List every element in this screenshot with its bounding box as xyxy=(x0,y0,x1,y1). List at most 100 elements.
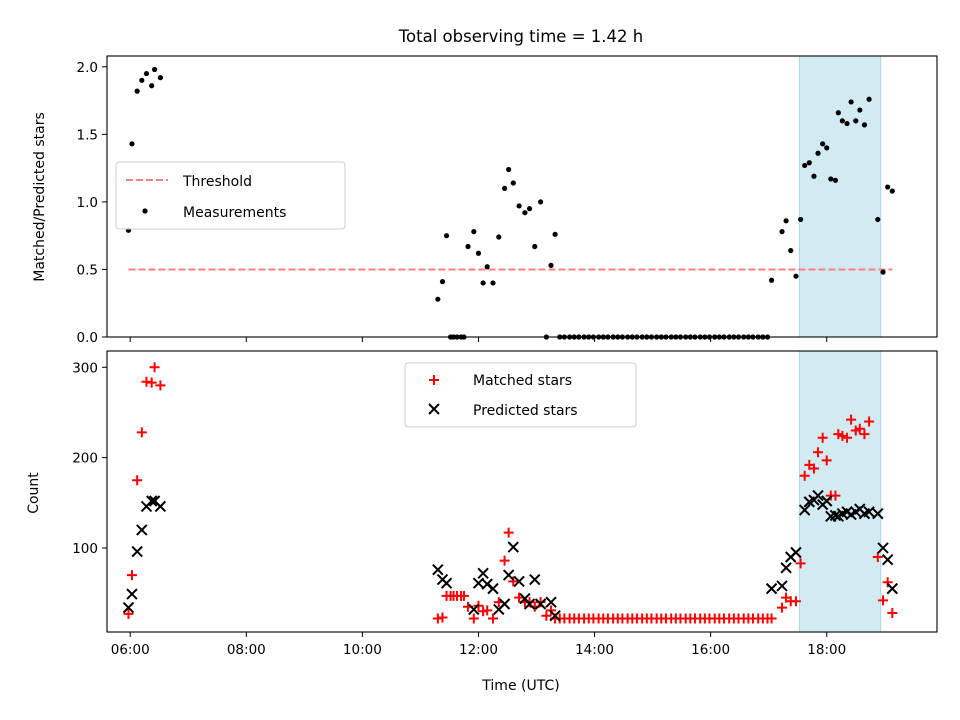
matched-star-point xyxy=(514,592,525,603)
legend-predicted-label: Predicted stars xyxy=(473,403,578,419)
matched-star-point xyxy=(503,527,514,538)
measurement-point xyxy=(149,83,155,89)
y-tick-label: 300 xyxy=(72,360,98,376)
measurement-point xyxy=(510,180,516,186)
measurement-point xyxy=(465,243,471,250)
legend-threshold-label: Threshold xyxy=(182,174,252,190)
matched-star-point xyxy=(126,570,137,581)
y-tick-label: 1.0 xyxy=(77,195,98,211)
matched-star-point xyxy=(766,613,777,624)
measurement-point xyxy=(788,247,794,254)
predicted-star-point xyxy=(432,563,444,576)
predicted-star-point xyxy=(798,504,811,516)
x-tick-label: 18:00 xyxy=(807,642,846,658)
legend-matched-swatch xyxy=(429,375,439,385)
measurement-point xyxy=(811,173,817,179)
plot-frame xyxy=(106,350,938,633)
x-tick-label: 12:00 xyxy=(459,642,498,658)
measurement-point xyxy=(537,199,544,205)
predicted-star-point xyxy=(131,545,143,558)
predicted-star-point xyxy=(145,495,158,507)
measurement-point xyxy=(844,120,850,127)
legend-box xyxy=(404,362,637,428)
predicted-star-point xyxy=(126,588,138,600)
measurement-point xyxy=(857,107,863,113)
matched-star-point xyxy=(535,597,546,608)
predicted-star-point xyxy=(468,603,480,616)
measurement-point xyxy=(835,110,841,116)
predicted-star-point xyxy=(549,610,561,622)
matched-star-point xyxy=(799,470,810,481)
matched-star-point xyxy=(887,608,898,619)
measurement-point xyxy=(496,234,502,240)
matched-star-point xyxy=(813,447,824,458)
predicted-star-point xyxy=(498,598,511,610)
predicted-star-point xyxy=(529,573,541,586)
y-tick-label: 0.0 xyxy=(77,330,98,346)
x-tick-label: 08:00 xyxy=(227,642,266,658)
measurement-point xyxy=(806,160,812,166)
measurement-point xyxy=(134,88,140,94)
predicted-star-point xyxy=(821,495,833,507)
measurement-point xyxy=(889,188,895,194)
matched-star-point xyxy=(437,612,448,623)
measurement-point xyxy=(815,150,821,156)
measurement-point xyxy=(853,118,859,124)
legend-box xyxy=(115,161,346,230)
predicted-star-point xyxy=(881,554,894,566)
predicted-star-point xyxy=(776,580,788,592)
top-y-axis-label: Matched/Predicted stars xyxy=(32,112,48,282)
matched-star-point xyxy=(508,576,519,587)
measurement-point xyxy=(143,70,150,77)
measurement-point xyxy=(490,280,496,286)
measurement-point xyxy=(552,231,558,237)
measurement-point xyxy=(516,203,522,209)
measurement-point xyxy=(443,233,450,239)
measurement-point xyxy=(151,66,158,73)
count-panel: Count Time (UTC) 100 200 300 06:00 08:00 10:0… xyxy=(26,350,938,694)
chart-title: Total observing time = 1.42 h xyxy=(398,27,643,46)
measurement-point xyxy=(768,277,775,283)
measurement-point xyxy=(824,145,830,151)
plot-frame xyxy=(106,55,938,338)
predicted-star-point xyxy=(440,577,453,589)
predicted-star-point xyxy=(154,500,167,513)
legend-measurement-label: Measurements xyxy=(183,205,286,221)
predicted-star-point xyxy=(877,542,889,554)
matched-star-point xyxy=(808,463,819,474)
measurement-point xyxy=(157,75,163,81)
predicted-star-point xyxy=(477,567,489,579)
matched-star-point xyxy=(817,432,828,443)
measurement-point xyxy=(839,118,845,124)
y-tick-label: 0.5 xyxy=(77,262,98,278)
measurement-point xyxy=(501,185,508,191)
predicted-star-point xyxy=(545,596,557,608)
measurement-point xyxy=(471,229,477,235)
measurement-point xyxy=(129,141,135,147)
matched-star-point xyxy=(149,362,160,373)
matched-star-point xyxy=(837,430,848,441)
measurement-point xyxy=(802,162,808,169)
predicted-star-point xyxy=(872,507,884,520)
measurement-point xyxy=(880,269,886,275)
measurement-point xyxy=(506,166,512,173)
y-tick-label: 200 xyxy=(72,451,98,467)
matched-star-point xyxy=(821,455,832,466)
predicted-star-point xyxy=(122,601,135,614)
legend: Threshold Measurements xyxy=(115,161,346,230)
measurement-point xyxy=(532,243,538,250)
predicted-star-point xyxy=(790,546,802,559)
matched-star-point xyxy=(499,555,510,566)
x-tick-label: 10:00 xyxy=(343,642,382,658)
predicted-star-point xyxy=(513,575,525,588)
measurement-point xyxy=(793,273,799,279)
measurement-point xyxy=(885,184,891,190)
series-1 xyxy=(122,489,899,622)
matched-star-point xyxy=(882,577,893,588)
matched-star-point xyxy=(878,595,889,606)
legend: Matched stars Predicted stars xyxy=(404,362,637,428)
shaded-interval xyxy=(798,55,882,338)
legend-matched-label: Matched stars xyxy=(473,373,572,389)
y-tick-label: 100 xyxy=(72,541,98,557)
